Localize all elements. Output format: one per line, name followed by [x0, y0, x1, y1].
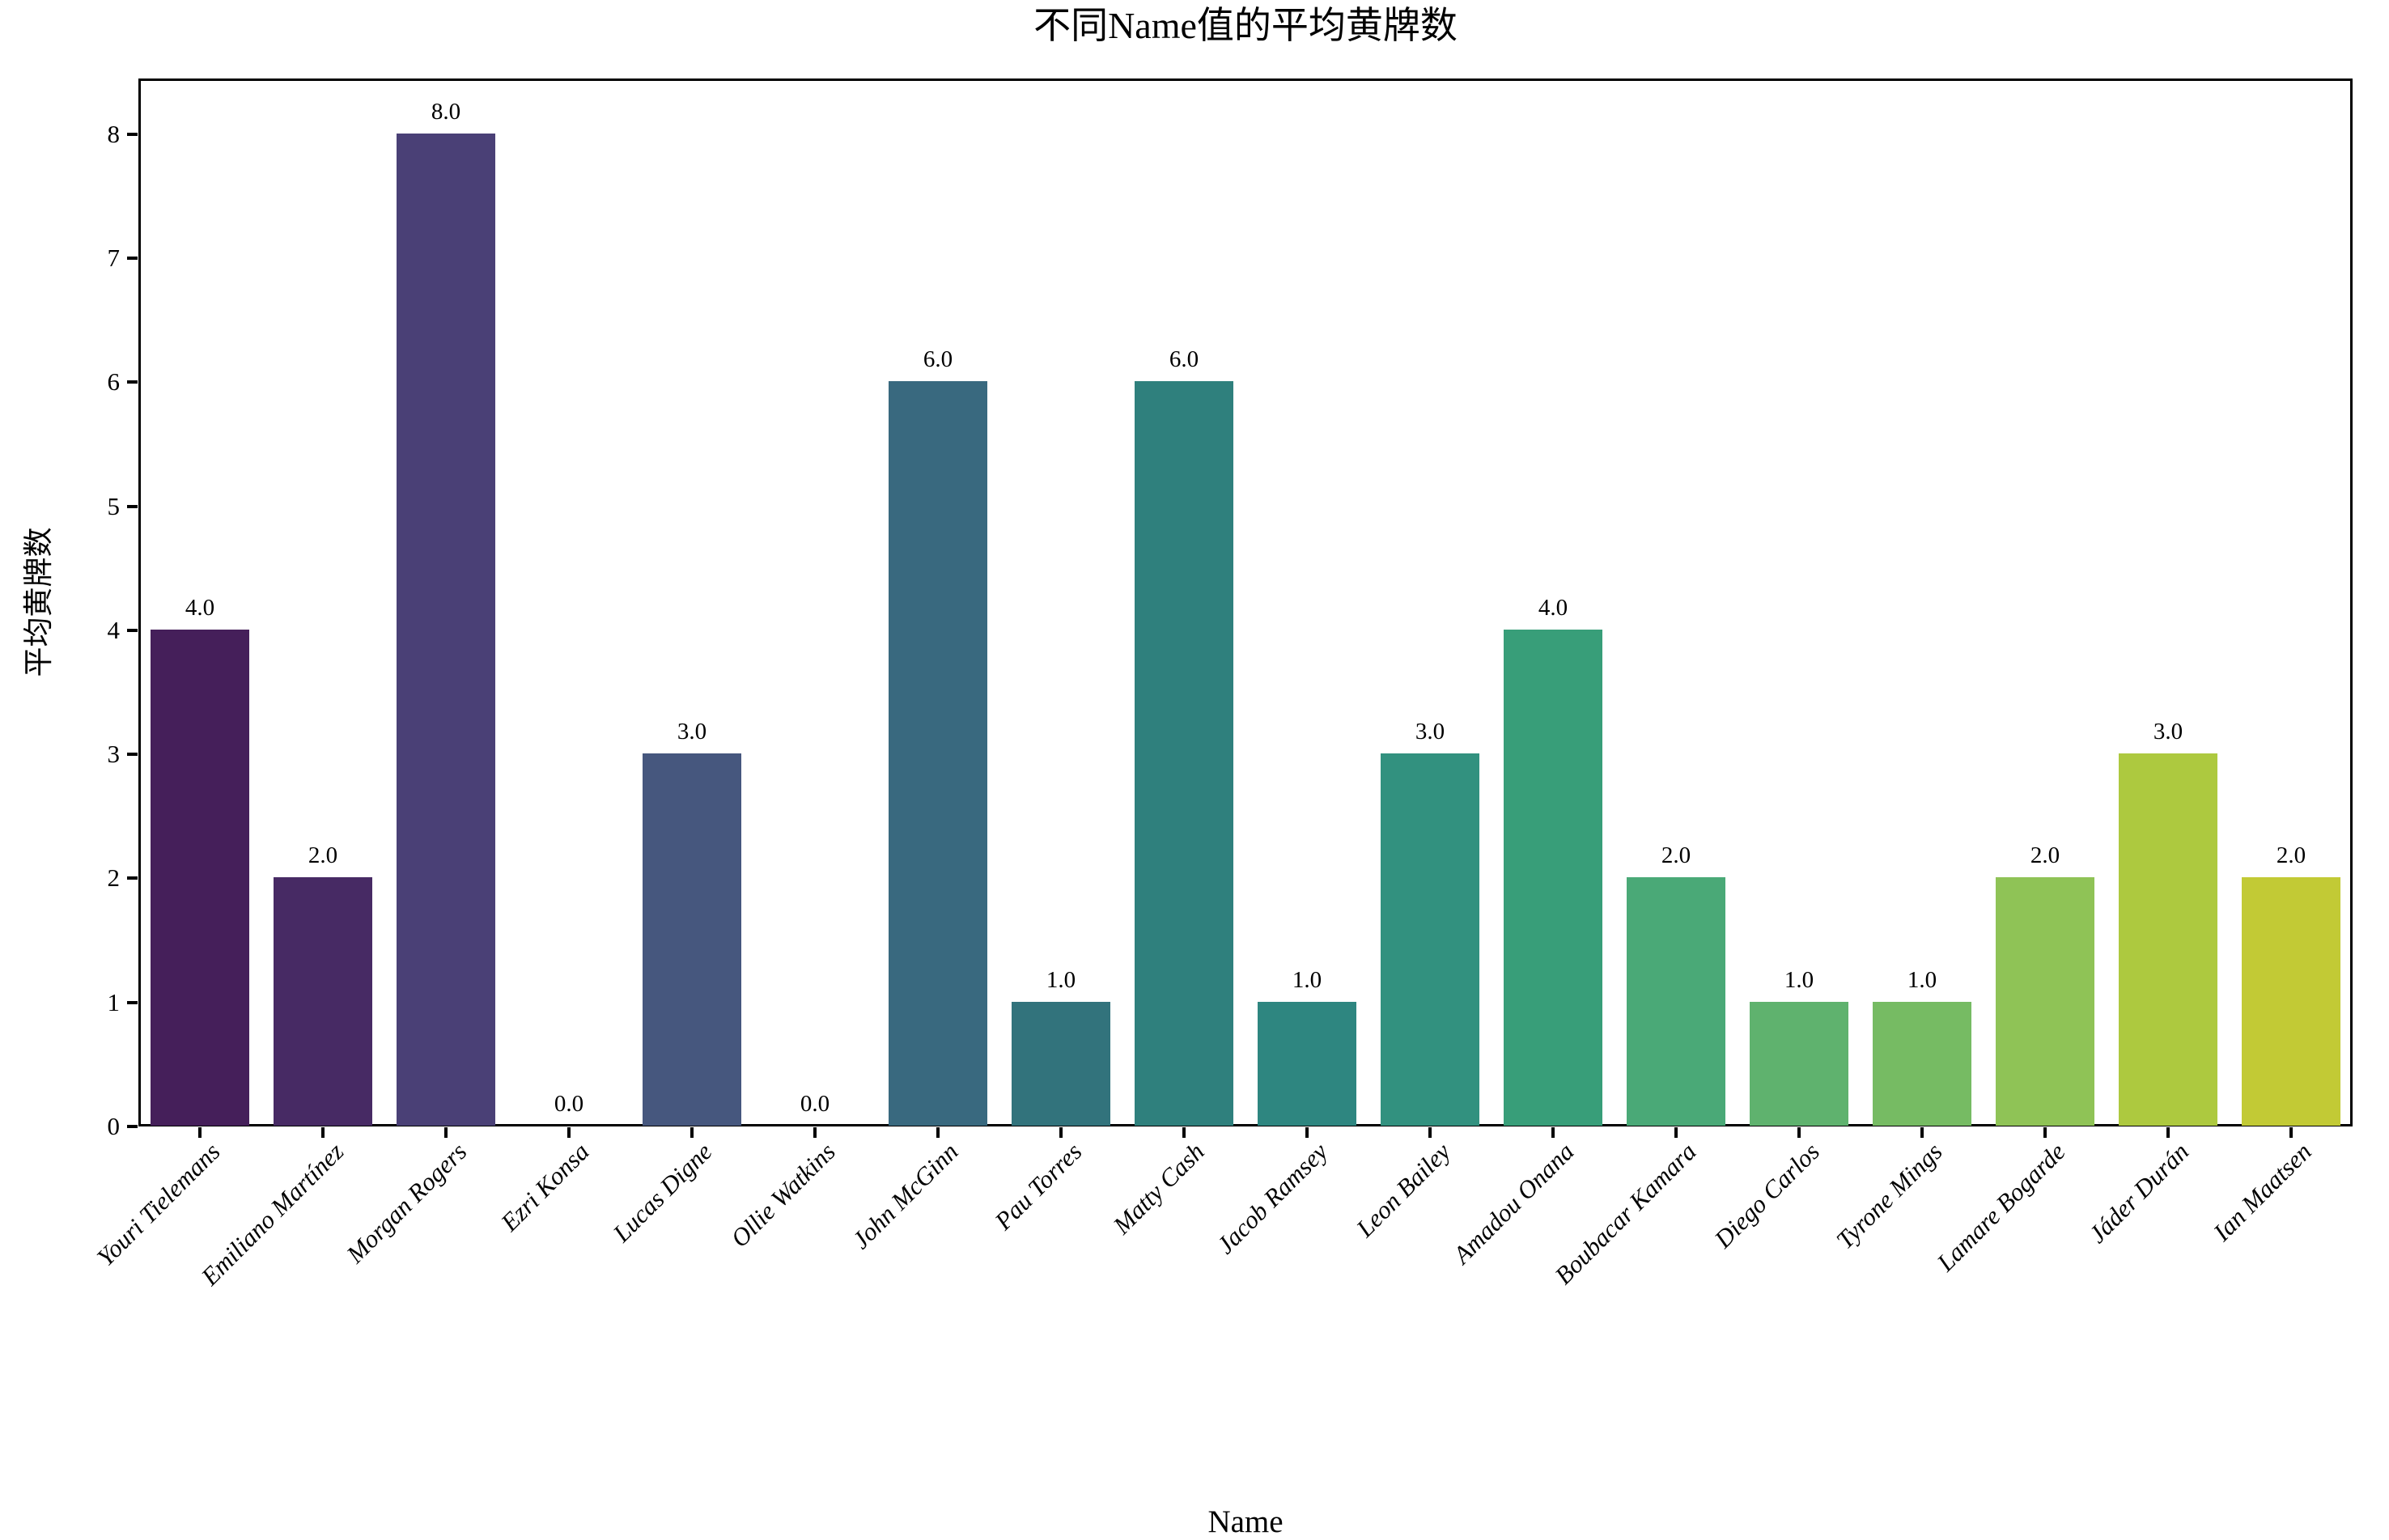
bar-value-label: 2.0 [1661, 842, 1691, 869]
x-tick-mark [1182, 1127, 1186, 1138]
bar-value-label: 0.0 [554, 1091, 584, 1117]
x-tick-label: Tyrone Mings [1831, 1137, 1949, 1254]
bar-jacob-ramsey [1258, 1001, 1356, 1126]
x-tick-label: Ollie Watkins [725, 1137, 842, 1253]
x-tick-label: Diego Carlos [1708, 1137, 1826, 1254]
y-tick-label: 7 [107, 244, 121, 273]
y-tick-mark [127, 1125, 138, 1128]
y-tick-mark [127, 876, 138, 880]
x-tick-label: Morgan Rogers [340, 1137, 473, 1269]
x-tick-label: Amadou Onana [1447, 1137, 1580, 1270]
x-tick-mark [321, 1127, 325, 1138]
bar-value-label: 0.0 [800, 1091, 830, 1117]
x-tick-mark [1674, 1127, 1678, 1138]
bar-john-mcginn [889, 381, 987, 1126]
bar-value-label: 2.0 [2276, 842, 2306, 869]
x-tick-mark [198, 1127, 202, 1138]
bar-value-label: 1.0 [1046, 966, 1076, 993]
x-tick-mark [936, 1127, 940, 1138]
bar-pau-torres [1012, 1001, 1110, 1126]
plot-area [138, 78, 2353, 1126]
bar-emiliano-mart-nez [274, 877, 372, 1126]
x-tick-mark [567, 1127, 571, 1138]
bar-leon-bailey [1381, 753, 1479, 1126]
y-tick-mark [127, 1000, 138, 1004]
bar-value-label: 1.0 [1907, 966, 1937, 993]
y-tick-label: 0 [107, 1112, 121, 1140]
bar-youri-tielemans [151, 629, 249, 1126]
y-tick-mark [127, 753, 138, 757]
x-tick-label: Matty Cash [1107, 1137, 1211, 1240]
x-tick-mark [1428, 1127, 1432, 1138]
x-tick-label: Jáder Durán [2082, 1137, 2195, 1249]
bar-boubacar-kamara [1627, 877, 1725, 1126]
bar-amadou-onana [1504, 629, 1602, 1126]
x-axis-label: Name [1207, 1504, 1284, 1539]
bar-value-label: 3.0 [677, 719, 707, 745]
chart-title: 不同Name值的平均黄牌数 [1033, 5, 1458, 46]
y-tick-mark [127, 132, 138, 136]
bar-diego-carlos [1750, 1001, 1848, 1126]
bar-value-label: 4.0 [1538, 594, 1568, 621]
y-tick-label: 6 [107, 367, 121, 397]
bar-tyrone-mings [1873, 1001, 1971, 1126]
x-tick-label: John McGinn [847, 1137, 965, 1254]
x-tick-label: Ezri Konsa [495, 1137, 596, 1237]
bar-value-label: 4.0 [185, 594, 215, 621]
x-tick-mark [2289, 1127, 2293, 1138]
y-tick-label: 5 [107, 491, 121, 520]
x-tick-mark [1797, 1127, 1801, 1138]
bar-matty-cash [1135, 381, 1233, 1126]
y-tick-mark [127, 380, 138, 384]
x-tick-label: Ian Maatsen [2208, 1137, 2318, 1247]
bar-lamare-bogarde [1996, 877, 2094, 1126]
x-tick-mark [1059, 1127, 1063, 1138]
x-tick-mark [444, 1127, 448, 1138]
x-tick-label: Pau Torres [988, 1137, 1088, 1236]
y-tick-label: 1 [107, 987, 121, 1016]
bar-value-label: 1.0 [1292, 966, 1322, 993]
y-tick-label: 4 [107, 615, 121, 644]
bar-value-label: 6.0 [1169, 346, 1199, 373]
y-tick-mark [127, 257, 138, 261]
x-tick-label: Youri Tielemans [91, 1137, 227, 1272]
x-tick-mark [1551, 1127, 1555, 1138]
bar-lucas-digne [643, 753, 741, 1126]
x-tick-label: Jacob Ramsey [1211, 1137, 1334, 1260]
x-tick-mark [813, 1127, 817, 1138]
x-tick-label: Lamare Bogarde [1931, 1137, 2072, 1277]
x-tick-mark [690, 1127, 694, 1138]
y-tick-label: 3 [107, 740, 121, 769]
y-tick-mark [127, 628, 138, 632]
bar-value-label: 2.0 [308, 842, 338, 869]
bar-value-label: 2.0 [2030, 842, 2060, 869]
x-tick-mark [2166, 1127, 2170, 1138]
y-axis-label: 平均黄牌数 [23, 527, 56, 677]
x-tick-mark [1305, 1127, 1309, 1138]
x-tick-label: Lucas Digne [607, 1137, 719, 1248]
x-tick-mark [2043, 1127, 2047, 1138]
x-tick-label: Leon Bailey [1350, 1137, 1457, 1243]
bar-morgan-rogers [397, 133, 495, 1126]
bar-value-label: 3.0 [1415, 719, 1445, 745]
y-tick-label: 2 [107, 863, 121, 893]
bar-value-label: 8.0 [431, 98, 461, 125]
y-tick-label: 8 [107, 119, 121, 148]
bar-value-label: 6.0 [923, 346, 953, 373]
bar-value-label: 3.0 [2153, 719, 2183, 745]
bar-j-der-dur-n [2119, 753, 2217, 1126]
bar-value-label: 1.0 [1784, 966, 1814, 993]
x-tick-mark [1920, 1127, 1924, 1138]
y-tick-mark [127, 504, 138, 508]
bar-ian-maatsen [2242, 877, 2340, 1126]
